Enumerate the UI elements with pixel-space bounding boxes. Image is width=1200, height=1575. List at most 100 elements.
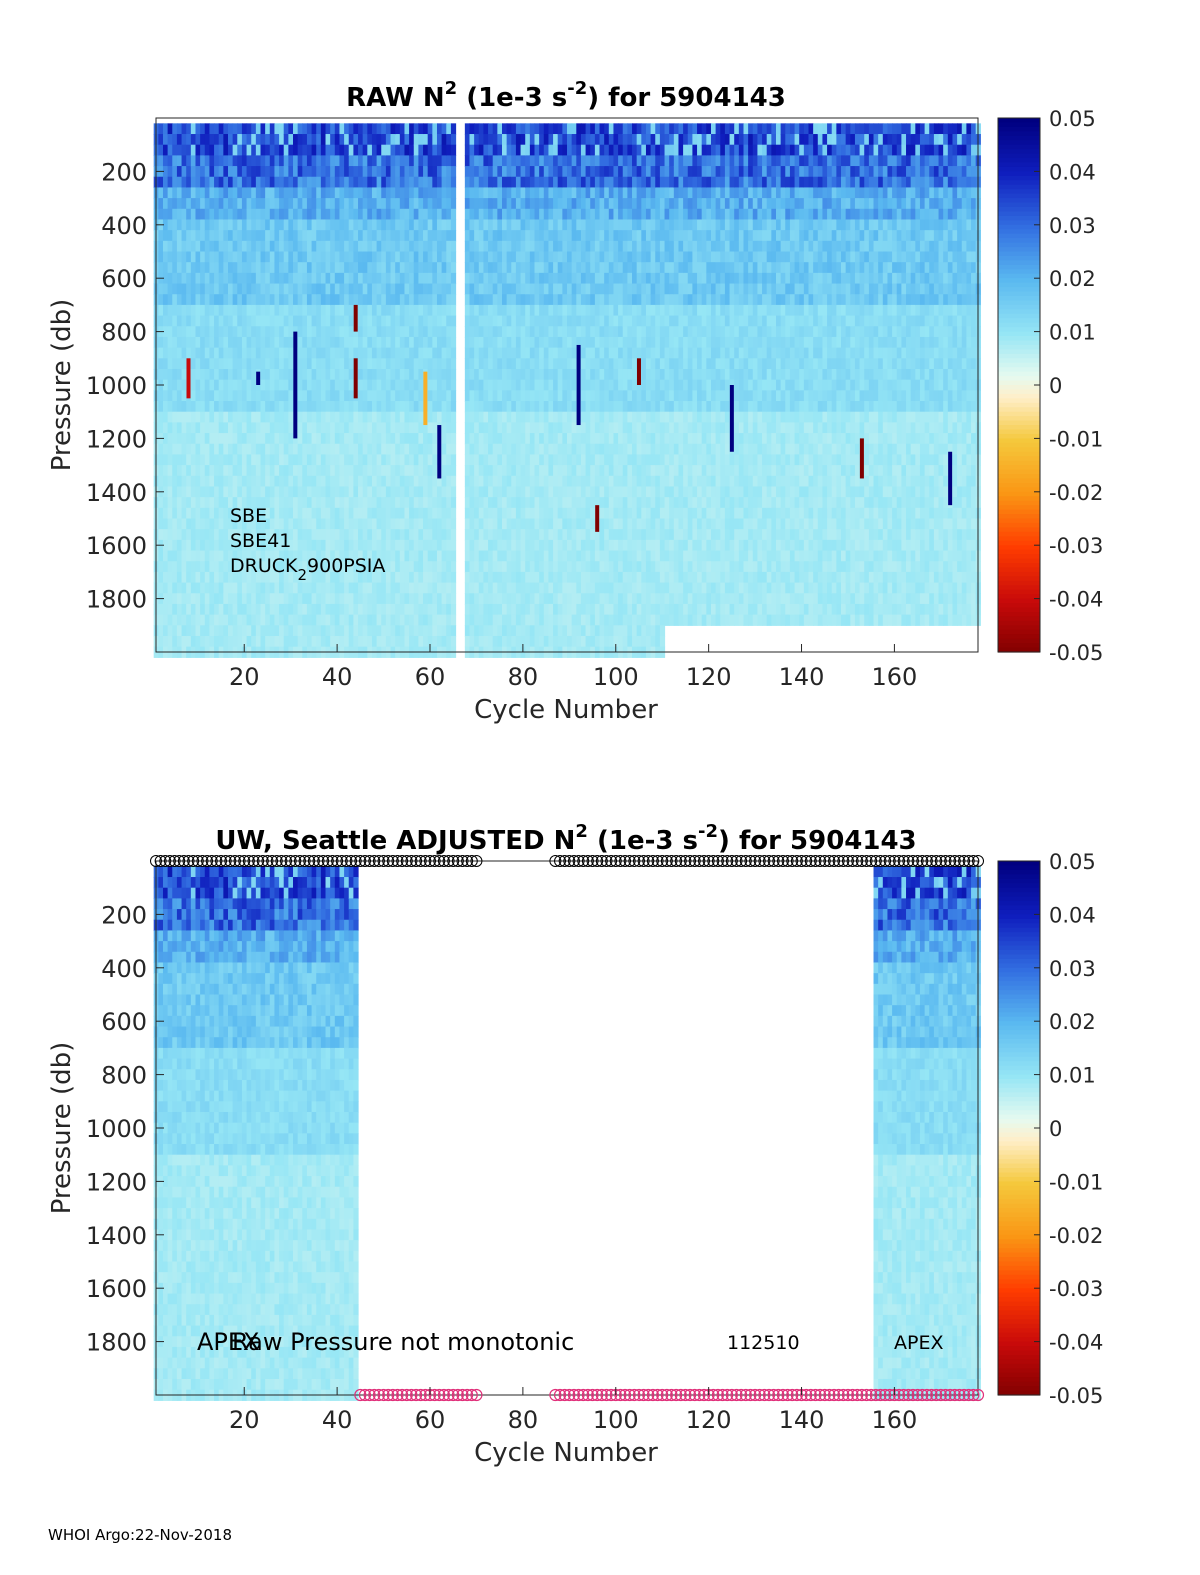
heatmap-cell [515,208,522,221]
heatmap-cell [413,283,419,295]
heatmap-cell [288,539,294,552]
heatmap-cell [279,603,285,616]
heatmap-cell [306,635,313,648]
heatmap-cell [502,411,508,423]
heatmap-cell [604,134,610,146]
heatmap-cell [367,571,373,584]
heatmap-cell [622,475,628,488]
heatmap-cell [158,518,164,530]
heatmap-cell [293,198,299,210]
heatmap-cell [436,336,443,349]
heatmap-cell [358,219,364,231]
heatmap-cell [251,561,257,573]
heatmap-cell [200,486,206,498]
heatmap-cell [269,166,276,178]
heatmap-cell [450,454,457,466]
heatmap-cell [543,518,550,530]
heatmap-cell [543,315,550,327]
heatmap-cell [334,326,341,338]
heatmap-cell [590,603,596,616]
heatmap-cell [232,198,238,210]
heatmap-cell [306,144,313,156]
heatmap-cell [580,401,587,413]
heatmap-cell [269,443,276,456]
heatmap-cell [311,144,317,156]
heatmap-cell [316,240,322,253]
heatmap-cell [283,262,289,274]
heatmap-cell [204,166,210,178]
heatmap-cell [492,326,498,338]
heatmap-cell [176,315,183,327]
heatmap-cell [599,176,605,189]
heatmap-cell [167,443,173,456]
heatmap-cell [344,123,350,135]
heatmap-cell [381,561,387,573]
heatmap-cell [241,635,248,648]
heatmap-cell [594,625,601,637]
heatmap-cell [529,635,536,648]
heatmap-cell [302,134,308,146]
heatmap-cell [506,304,512,317]
heatmap-cell [167,283,173,295]
heatmap-cell [585,443,591,456]
heatmap-cell [334,294,341,306]
heatmap-cell [265,571,271,584]
heatmap-cell [381,390,387,402]
heatmap-cell [511,144,517,156]
heatmap-cell [302,593,308,605]
heatmap-cell [218,144,224,156]
heatmap-cell [316,475,322,488]
heatmap-cell [255,358,262,370]
heatmap-cell [241,358,248,370]
heatmap-cell [608,208,615,221]
heatmap-cell [604,155,610,167]
heatmap-cell [200,625,206,637]
heatmap-cell [478,390,484,402]
heatmap-cell [371,134,378,146]
heatmap-cell [511,433,517,445]
heatmap-cell [209,198,215,210]
heatmap-cell [265,304,271,317]
heatmap-cell [529,123,536,135]
heatmap-cell [497,411,503,423]
heatmap-cell [367,144,373,156]
heatmap-cell [283,539,289,552]
heatmap-cell [464,411,471,423]
heatmap-cell [376,251,382,263]
heatmap-cell [181,144,187,156]
heatmap-cell [492,134,498,146]
heatmap-cell [608,134,615,146]
heatmap-cell [186,614,192,626]
heatmap-cell [436,166,443,178]
heatmap-cell [339,454,345,466]
heatmap-cell [371,187,378,199]
heatmap-cell [214,475,220,488]
heatmap-cell [557,176,563,189]
heatmap-cell [334,336,341,349]
heatmap-cell [395,593,401,605]
heatmap-cell [478,315,484,327]
heatmap-cell [358,272,364,285]
heatmap-cell [399,368,406,381]
heatmap-cell [279,262,285,274]
heatmap-cell [423,155,429,167]
heatmap-cell [176,187,183,199]
heatmap-cell [576,230,582,242]
heatmap-cell [293,187,299,199]
heatmap-cell [348,283,354,295]
heatmap-cell [594,198,601,210]
heatmap-cell [599,401,605,413]
heatmap-cell [520,550,526,562]
heatmap-cell [176,155,183,167]
heatmap-cell [316,507,322,520]
heatmap-cell [525,593,531,605]
heatmap-cell [604,304,610,317]
heatmap-cell [483,603,489,616]
heatmap-cell [450,144,457,156]
heatmap-cell [181,379,187,391]
heatmap-cell [362,497,368,509]
heatmap-cell [483,518,489,530]
heatmap-cell [580,518,587,530]
heatmap-cell [362,144,368,156]
heatmap-cell [232,475,238,488]
